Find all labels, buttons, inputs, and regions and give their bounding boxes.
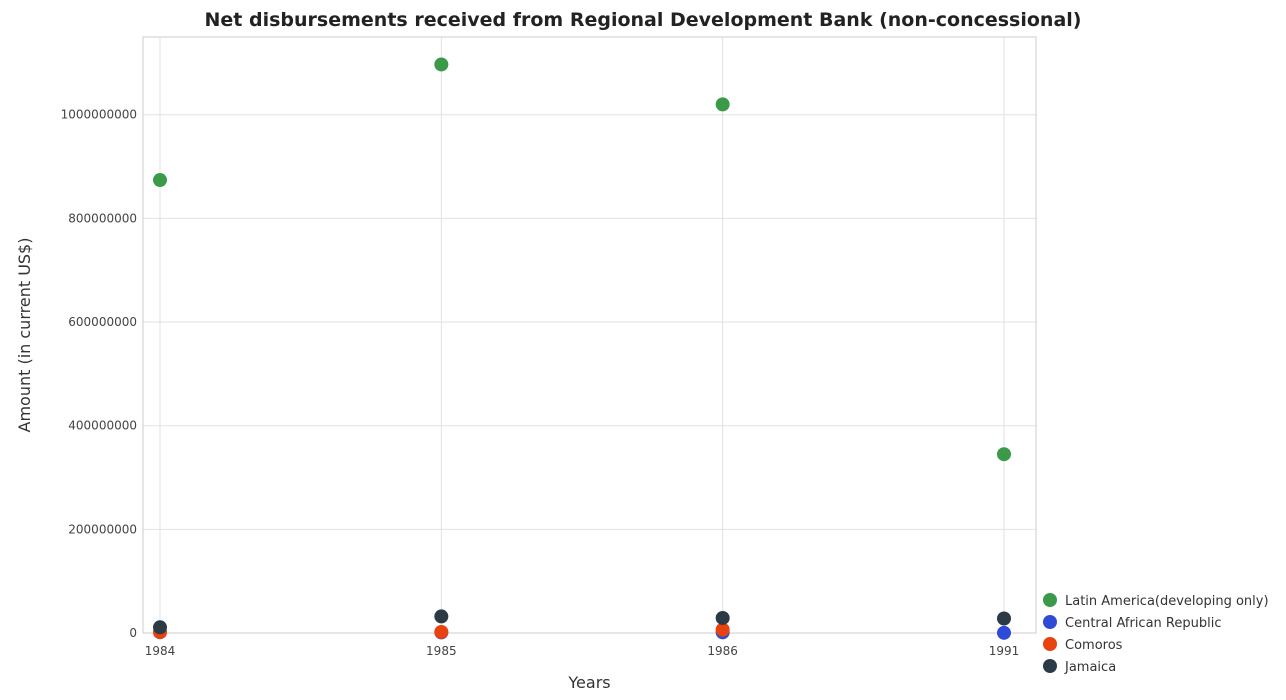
legend-label: Jamaica (1064, 660, 1116, 675)
y-tick-label: 1000000000 (61, 108, 137, 122)
legend-label: Central African Republic (1065, 616, 1221, 631)
plot-frame (142, 36, 1037, 634)
data-point (997, 625, 1011, 640)
x-tick-label: 1984 (145, 644, 176, 658)
legend-marker (1043, 637, 1057, 651)
data-points (153, 57, 1011, 640)
y-tick-label: 800000000 (68, 211, 137, 225)
y-tick-label: 0 (129, 626, 137, 640)
x-axis-label: Years (567, 673, 610, 692)
data-point (715, 610, 730, 625)
legend: Latin America(developing only) Central Af… (1043, 593, 1269, 675)
data-point (997, 447, 1011, 462)
data-point (434, 609, 449, 624)
legend-marker (1043, 593, 1057, 607)
data-point (153, 620, 167, 635)
x-tick-label: 1986 (707, 644, 738, 658)
data-point (434, 57, 449, 72)
data-point (997, 611, 1011, 626)
legend-label: Latin America(developing only) (1065, 594, 1269, 609)
x-tick-label: 1985 (426, 644, 457, 658)
data-point (715, 622, 730, 637)
data-point (153, 173, 167, 188)
y-axis-label: Amount (in current US$) (15, 238, 34, 433)
legend-label: Comoros (1065, 638, 1123, 653)
y-tick-label: 200000000 (68, 522, 137, 536)
grid (143, 37, 1036, 634)
x-axis-ticks: 1984 1985 1986 1991 (145, 644, 1020, 658)
data-point (434, 624, 449, 639)
legend-marker (1043, 659, 1057, 673)
y-tick-label: 400000000 (68, 419, 137, 433)
chart-title: Net disbursements received from Regional… (205, 9, 1082, 31)
legend-marker (1043, 615, 1057, 629)
y-axis-ticks: 0 200000000 400000000 600000000 800000000 100… (61, 108, 137, 640)
data-point (715, 97, 730, 112)
x-tick-label: 1991 (989, 644, 1020, 658)
y-tick-label: 600000000 (68, 315, 137, 329)
